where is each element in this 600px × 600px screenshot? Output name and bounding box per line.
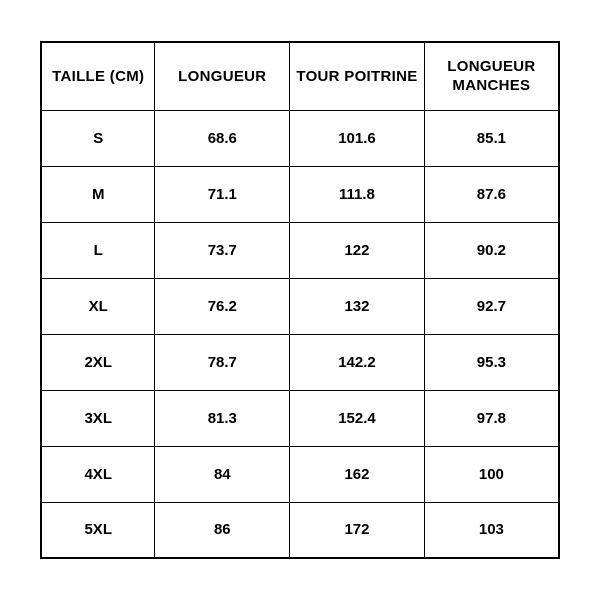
cell-size: S [41, 110, 155, 166]
cell-chest: 152.4 [290, 390, 425, 446]
cell-length: 78.7 [155, 334, 290, 390]
cell-sleeve: 92.7 [424, 278, 559, 334]
cell-length: 76.2 [155, 278, 290, 334]
cell-chest: 172 [290, 502, 425, 558]
table-row: 4XL 84 162 100 [41, 446, 559, 502]
cell-size: 2XL [41, 334, 155, 390]
size-table: TAILLE (CM) LONGUEUR TOUR POITRINE LONGU… [40, 41, 560, 559]
table-row: M 71.1 111.8 87.6 [41, 166, 559, 222]
cell-sleeve: 90.2 [424, 222, 559, 278]
cell-chest: 122 [290, 222, 425, 278]
cell-size: L [41, 222, 155, 278]
cell-size: 4XL [41, 446, 155, 502]
table-row: 5XL 86 172 103 [41, 502, 559, 558]
table-row: 3XL 81.3 152.4 97.8 [41, 390, 559, 446]
col-header-label: LONGUEUR [178, 68, 266, 85]
table-row: 2XL 78.7 142.2 95.3 [41, 334, 559, 390]
col-header-longueur-manches: LONGUEUR MANCHES [424, 42, 559, 110]
table-row: S 68.6 101.6 85.1 [41, 110, 559, 166]
cell-sleeve: 97.8 [424, 390, 559, 446]
cell-length: 73.7 [155, 222, 290, 278]
cell-length: 81.3 [155, 390, 290, 446]
cell-sleeve: 87.6 [424, 166, 559, 222]
cell-chest: 111.8 [290, 166, 425, 222]
col-header-longueur: LONGUEUR [155, 42, 290, 110]
cell-length: 84 [155, 446, 290, 502]
table-header-row: TAILLE (CM) LONGUEUR TOUR POITRINE LONGU… [41, 42, 559, 110]
cell-sleeve: 100 [424, 446, 559, 502]
col-header-label: TOUR POITRINE [296, 68, 417, 85]
cell-chest: 142.2 [290, 334, 425, 390]
cell-sleeve: 103 [424, 502, 559, 558]
table-row: XL 76.2 132 92.7 [41, 278, 559, 334]
col-header-tour-poitrine: TOUR POITRINE [290, 42, 425, 110]
size-table-wrapper: TAILLE (CM) LONGUEUR TOUR POITRINE LONGU… [40, 41, 560, 559]
cell-sleeve: 85.1 [424, 110, 559, 166]
cell-chest: 162 [290, 446, 425, 502]
cell-length: 71.1 [155, 166, 290, 222]
cell-sleeve: 95.3 [424, 334, 559, 390]
cell-chest: 101.6 [290, 110, 425, 166]
cell-size: 5XL [41, 502, 155, 558]
cell-size: XL [41, 278, 155, 334]
cell-length: 68.6 [155, 110, 290, 166]
cell-size: 3XL [41, 390, 155, 446]
col-header-label: LONGUEUR MANCHES [447, 58, 535, 95]
cell-size: M [41, 166, 155, 222]
cell-chest: 132 [290, 278, 425, 334]
table-row: L 73.7 122 90.2 [41, 222, 559, 278]
col-header-label: TAILLE (CM) [52, 68, 144, 85]
col-header-taille: TAILLE (CM) [41, 42, 155, 110]
cell-length: 86 [155, 502, 290, 558]
